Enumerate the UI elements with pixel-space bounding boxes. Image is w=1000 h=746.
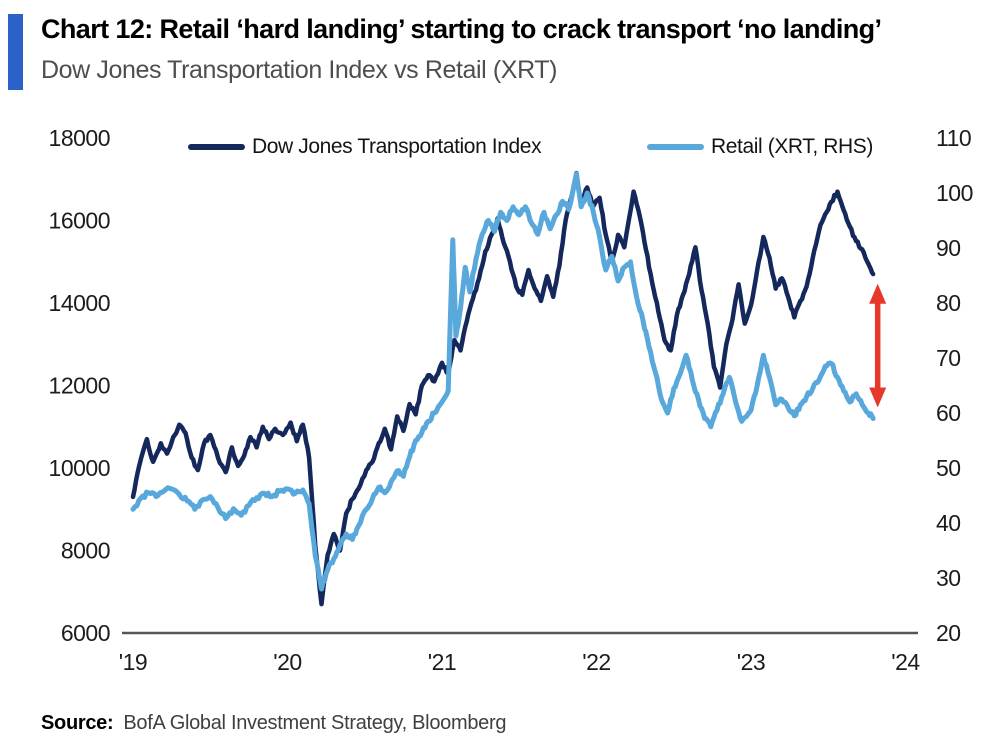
source-label: Source: [41,712,114,734]
left-axis-tick-label: 16000 [49,208,110,234]
left-axis-tick-label: 12000 [49,373,110,399]
left-axis-tick-label: 14000 [49,290,110,316]
right-axis-tick-label: 50 [936,455,961,481]
source-line: Source: BofA Global Investment Strategy, … [41,712,506,735]
right-axis-tick-label: 40 [936,510,961,536]
source-text: BofA Global Investment Strategy, Bloombe… [123,712,507,734]
right-axis-tick-label: 20 [936,620,961,646]
right-axis-tick-label: 100 [936,180,973,206]
x-axis-tick-label: '20 [273,649,301,675]
gap-arrow-head-up [869,283,887,304]
right-axis-tick-label: 70 [936,345,961,371]
left-axis-tick-label: 8000 [61,538,110,564]
x-axis-tick-label: '23 [737,649,765,675]
x-axis-tick-label: '24 [891,649,920,675]
title-accent-bar [8,14,23,90]
left-axis-tick-label: 18000 [49,125,110,151]
x-axis-tick-label: '19 [119,649,147,675]
left-axis-tick-label: 6000 [61,620,110,646]
right-axis-tick-label: 90 [936,235,961,261]
right-axis-tick-label: 30 [936,565,961,591]
x-axis-tick-label: '22 [582,649,610,675]
gap-arrow-head-down [869,387,887,408]
chart-title: Chart 12: Retail ‘hard landing’ starting… [41,14,882,44]
right-axis-tick-label: 60 [936,400,961,426]
right-axis-tick-label: 110 [936,125,971,151]
retail-series-line [130,171,876,592]
left-axis-tick-label: 10000 [49,455,110,481]
right-axis-tick-label: 80 [936,290,961,316]
x-axis-tick-label: '21 [428,649,456,675]
djt-series-line [130,170,876,607]
chart-subtitle: Dow Jones Transportation Index vs Retail… [41,56,558,84]
